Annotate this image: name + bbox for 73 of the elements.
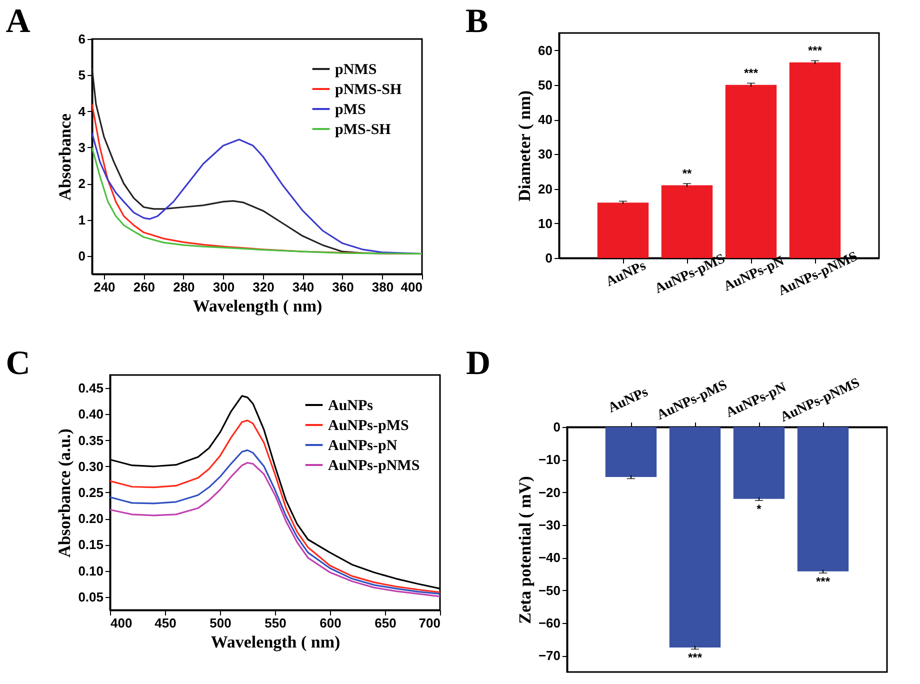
- x-tick-label: 650: [374, 616, 396, 630]
- y-tick-label: 0: [78, 248, 86, 264]
- legend-label: AuNPs-pNMS: [328, 458, 420, 474]
- legend-label: AuNPs-pN: [328, 438, 398, 454]
- x-axis-title: Wavelength ( nm): [210, 632, 340, 652]
- y-tick-label: 6: [78, 32, 86, 46]
- bar: [597, 202, 649, 258]
- annotation: ***: [688, 650, 702, 664]
- x-tick-label: 260: [133, 280, 156, 294]
- y-tick-label: 0.35: [78, 432, 104, 448]
- x-tick-label: 380: [372, 280, 394, 294]
- y-tick-label: 10: [538, 216, 552, 231]
- x-axis-title: Wavelength ( nm): [192, 296, 322, 316]
- legend-label: pMS-SH: [335, 122, 392, 138]
- x-tick-label: 500: [210, 616, 232, 630]
- y-axis-title: Diameter ( nm): [515, 90, 534, 202]
- x-tick-label: 340: [292, 280, 314, 294]
- chart-title: A: [6, 3, 31, 40]
- y-axis-title: Zeta potential ( mV): [515, 476, 534, 624]
- x-tick-label: AuNPs: [604, 258, 649, 290]
- x-tick-label: 400: [110, 616, 132, 630]
- x-tick-label: 600: [320, 616, 342, 630]
- y-tick-label: 0.20: [78, 511, 104, 526]
- y-tick-label: 60: [538, 42, 552, 58]
- legend-label: pMS: [335, 102, 366, 118]
- y-tick-label: −70: [538, 648, 560, 664]
- y-tick-label: −50: [538, 582, 560, 598]
- x-tick-label: 450: [154, 616, 176, 630]
- x-tick-label: 240: [94, 280, 116, 294]
- y-tick-label: −20: [538, 484, 560, 500]
- annotation: ***: [816, 574, 830, 588]
- y-tick-label: 20: [538, 181, 552, 196]
- x-tick-label: 400: [400, 280, 422, 294]
- x-tick-label: 360: [332, 280, 354, 294]
- y-tick-label: −30: [538, 518, 560, 532]
- chart-title: C: [6, 345, 30, 382]
- y-tick-label: −10: [538, 452, 560, 468]
- x-tick-label: 550: [264, 616, 286, 630]
- legend-label: AuNPs-pMS: [328, 418, 409, 434]
- y-tick-label: 5: [78, 68, 86, 83]
- annotation: **: [682, 166, 692, 180]
- y-tick-label: 0.30: [78, 458, 104, 474]
- y-tick-label: 4: [78, 104, 86, 119]
- y-tick-label: 0.40: [78, 406, 104, 422]
- y-tick-label: 1: [78, 212, 86, 228]
- y-axis-title: Absorbance: [55, 113, 74, 200]
- chart-title: D: [466, 345, 491, 382]
- y-tick-label: 30: [538, 146, 552, 162]
- annotation: ***: [744, 66, 758, 80]
- y-tick-label: 0: [553, 420, 560, 434]
- y-tick-label: 0.05: [78, 589, 104, 604]
- annotation: *: [756, 502, 762, 516]
- y-tick-label: 3: [78, 140, 86, 155]
- y-tick-label: 0.15: [78, 537, 104, 552]
- legend-label: pNMS: [335, 62, 377, 78]
- y-tick-label: −40: [538, 550, 560, 566]
- y-tick-label: 50: [538, 77, 552, 92]
- y-tick-label: 2: [78, 176, 86, 192]
- chart-title: B: [466, 3, 488, 40]
- legend-label: pNMS-SH: [335, 82, 402, 98]
- x-tick-label: AuNPs: [606, 384, 651, 416]
- y-tick-label: −60: [538, 616, 560, 630]
- y-tick-label: 0.45: [78, 380, 104, 396]
- x-tick-label: 280: [173, 280, 195, 294]
- annotation: ***: [808, 43, 822, 58]
- y-tick-label: 0.25: [78, 485, 104, 500]
- y-tick-label: 0.10: [78, 563, 104, 578]
- y-axis-title: Absorbance (a.u.): [55, 428, 74, 558]
- x-tick-label: 700: [418, 616, 440, 630]
- x-tick-label: 300: [212, 280, 235, 294]
- y-tick-label: 40: [538, 112, 552, 128]
- x-tick-label: 320: [252, 280, 274, 294]
- y-tick-label: 0: [545, 250, 552, 266]
